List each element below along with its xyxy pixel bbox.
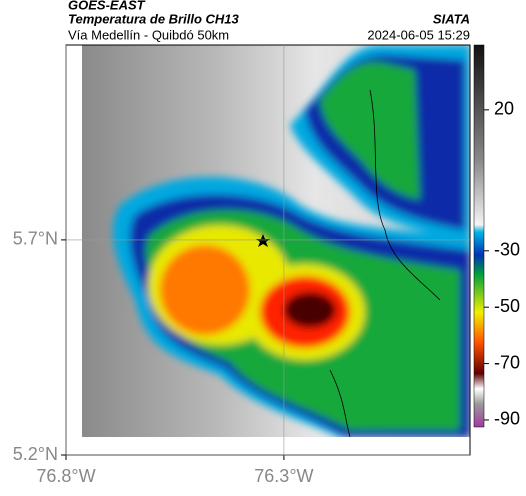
colorbar-tick-label: -50 [494, 296, 520, 316]
x-tick-label: 76.3°W [254, 466, 313, 486]
subtitle: Temperatura de Brillo CH13 [68, 11, 240, 26]
x-tick-label: 76.8°W [36, 466, 95, 486]
y-tick-label: 5.7°N [13, 229, 58, 249]
colorbar [473, 44, 485, 428]
city-marker [256, 234, 270, 247]
y-tick-label: 5.2°N [13, 444, 58, 464]
colorbar-tick-label: -30 [494, 240, 520, 260]
route: Vía Medellín - Quibdó 50km [68, 27, 229, 42]
title: GOES-EAST [68, 0, 146, 12]
imagery [82, 45, 470, 437]
colorbar-tick-label: -90 [494, 409, 520, 429]
datetime: 2024-06-05 15:29 [367, 27, 470, 42]
source: SIATA [433, 11, 470, 26]
colorbar-tick-label: 20 [494, 99, 514, 119]
colorbar-tick-label: -70 [494, 352, 520, 372]
